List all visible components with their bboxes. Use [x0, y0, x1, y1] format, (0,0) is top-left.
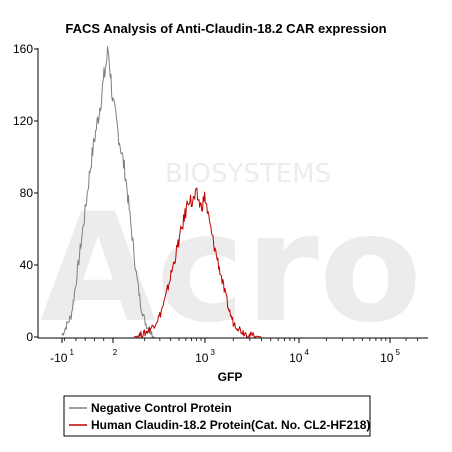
x-axis-ticks: -10 1 2 10 3 10 4 10 5 — [50, 338, 418, 365]
legend: Negative Control Protein Human Claudin-1… — [63, 395, 371, 437]
watermark: Acro BIOSYSTEMS — [40, 159, 422, 356]
y-tick-label: 40 — [20, 258, 34, 272]
y-tick-label: 120 — [13, 114, 33, 128]
series-line-claudin-18-2 — [133, 187, 262, 338]
legend-label-claudin-18-2: Human Claudin-18.2 Protein(Cat. No. CL2-… — [91, 418, 370, 432]
x-tick-label: 10 3 — [195, 348, 215, 365]
chart-title: FACS Analysis of Anti-Claudin-18.2 CAR e… — [65, 21, 386, 36]
watermark-text: BIOSYSTEMS — [165, 159, 331, 189]
y-tick-label: 0 — [26, 330, 33, 344]
y-tick-label: 160 — [13, 42, 33, 56]
x-axis-label: GFP — [218, 370, 243, 384]
watermark-logo: Acro — [40, 182, 422, 356]
series-line-negative-control — [61, 46, 155, 338]
y-tick-label: 80 — [20, 186, 34, 200]
legend-label-negative-control: Negative Control Protein — [91, 401, 232, 415]
y-axis-ticks: 0 40 80 120 160 — [13, 42, 38, 344]
legend-box — [63, 395, 371, 437]
x-tick-label: -10 1 — [50, 348, 74, 365]
series-layer — [61, 46, 262, 338]
x-tick-label: 10 5 — [380, 348, 400, 365]
x-tick-label: 10 4 — [289, 348, 309, 365]
x-tick-label: 2 — [113, 348, 118, 357]
